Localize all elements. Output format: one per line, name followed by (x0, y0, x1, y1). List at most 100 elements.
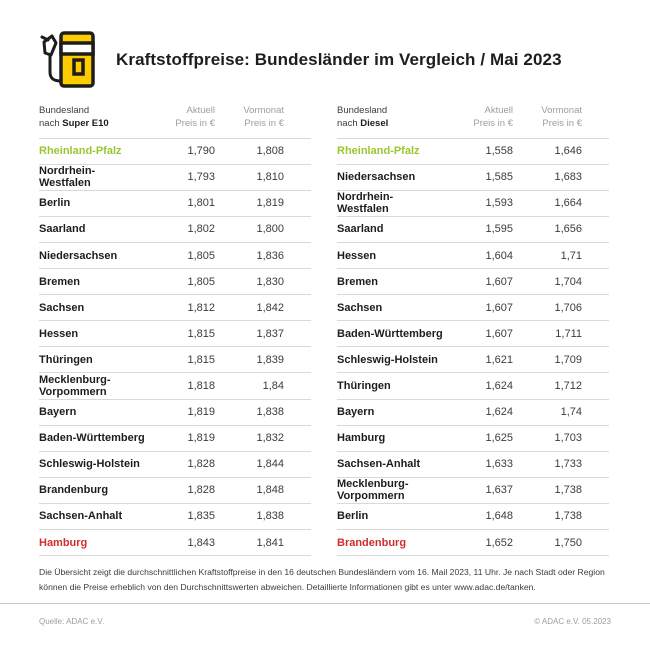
column-header-aktuell: Aktuell Preis in € (175, 105, 215, 129)
state-name: Hessen (337, 249, 377, 262)
previous-price: 1,830 (256, 275, 284, 288)
current-price: 1,593 (485, 197, 513, 210)
previous-price: 1,709 (554, 353, 582, 366)
current-price: 1,805 (187, 249, 215, 262)
column-header-line2-prefix: nach (39, 117, 63, 129)
previous-price: 1,848 (256, 484, 284, 497)
current-price: 1,828 (187, 458, 215, 471)
previous-price: 1,738 (554, 484, 582, 497)
current-price: 1,624 (485, 380, 513, 393)
state-name: Schleswig-Holstein (39, 458, 140, 471)
state-name: Hamburg (337, 432, 386, 445)
previous-price: 1,646 (554, 145, 582, 158)
previous-price: 1,838 (256, 406, 284, 419)
table-row: Saarland 1,802 1,800 (39, 217, 311, 243)
current-price: 1,625 (485, 432, 513, 445)
table-row: Hessen 1,815 1,837 (39, 321, 311, 348)
current-price: 1,558 (485, 145, 513, 158)
state-name: Hessen (39, 327, 79, 340)
previous-price: 1,808 (256, 145, 284, 158)
state-name: Saarland (39, 223, 86, 236)
table-row: Hamburg 1,843 1,841 (39, 530, 311, 557)
current-price: 1,607 (485, 301, 513, 314)
previous-price: 1,74 (560, 406, 582, 419)
table-row: Brandenburg 1,828 1,848 (39, 478, 311, 504)
table-row: Bremen 1,607 1,704 (337, 269, 609, 296)
column-header-bundesland: Bundesland nach Diesel (337, 105, 444, 131)
previous-price: 1,842 (256, 301, 284, 314)
state-name: Berlin (39, 197, 71, 210)
tables-container: Bundesland nach Super E10 Aktuell Preis … (0, 105, 650, 557)
table-row: Rheinland-Pfalz 1,558 1,646 (337, 139, 609, 165)
copyright-label: © ADAC e.V. 05.2023 (534, 616, 611, 626)
current-price: 1,607 (485, 327, 513, 340)
state-name: Schleswig-Holstein (337, 353, 438, 366)
previous-price: 1,838 (256, 510, 284, 523)
page-title: Kraftstoffpreise: Bundesländer im Vergle… (116, 50, 562, 69)
state-name: Sachsen (39, 301, 85, 314)
current-price: 1,585 (485, 171, 513, 184)
state-name: Baden-Württemberg (337, 327, 443, 340)
state-name: Niedersachsen (337, 171, 416, 184)
column-header-bundesland: Bundesland nach Super E10 (39, 105, 146, 131)
footnote-text: Die Übersicht zeigt die durchschnittlich… (39, 567, 605, 592)
table-row: Bayern 1,624 1,74 (337, 400, 609, 426)
previous-price: 1,800 (256, 223, 284, 236)
previous-price: 1,844 (256, 458, 284, 471)
column-header-vormonat: Vormonat Preis in € (243, 105, 284, 129)
previous-price: 1,841 (256, 536, 284, 549)
table-row: Hessen 1,604 1,71 (337, 243, 609, 270)
table-row: Bremen 1,805 1,830 (39, 269, 311, 296)
state-name: Brandenburg (39, 484, 109, 497)
state-name: Hamburg (39, 536, 88, 549)
table-row: Niedersachsen 1,585 1,683 (337, 165, 609, 191)
previous-price: 1,819 (256, 197, 284, 210)
table-row: Sachsen 1,812 1,842 (39, 295, 311, 322)
previous-price: 1,683 (554, 171, 582, 184)
previous-price: 1,750 (554, 536, 582, 549)
table-row: Schleswig-Holstein 1,621 1,709 (337, 347, 609, 374)
footer-divider (0, 602, 650, 604)
column-header-vormonat: Vormonat Preis in € (541, 105, 582, 129)
current-price: 1,805 (187, 275, 215, 288)
state-name: Nordrhein-Westfalen (337, 191, 394, 216)
table-row: Brandenburg 1,652 1,750 (337, 530, 609, 557)
current-price: 1,633 (485, 458, 513, 471)
previous-price: 1,837 (256, 327, 284, 340)
previous-price: 1,706 (554, 301, 582, 314)
current-price: 1,801 (187, 197, 215, 210)
table-row: Berlin 1,801 1,819 (39, 191, 311, 217)
previous-price: 1,704 (554, 275, 582, 288)
state-name: Brandenburg (337, 536, 407, 549)
state-name: Sachsen (337, 301, 383, 314)
state-name: Bayern (39, 406, 77, 419)
previous-price: 1,84 (262, 380, 284, 393)
previous-price: 1,71 (560, 249, 582, 262)
current-price: 1,607 (485, 275, 513, 288)
state-name: Niedersachsen (39, 249, 118, 262)
header: Kraftstoffpreise: Bundesländer im Vergle… (0, 0, 650, 92)
previous-price: 1,711 (555, 327, 582, 340)
current-price: 1,815 (187, 353, 215, 366)
price-table-super-e10: Bundesland nach Super E10 Aktuell Preis … (39, 105, 311, 557)
table-row: Baden-Württemberg 1,607 1,711 (337, 321, 609, 348)
current-price: 1,819 (187, 406, 215, 419)
current-price: 1,812 (187, 301, 215, 314)
previous-price: 1,836 (256, 249, 284, 262)
current-price: 1,819 (187, 432, 215, 445)
state-name: Thüringen (337, 380, 391, 393)
fuel-pump-icon (40, 31, 95, 88)
state-name: Mecklenburg-Vorpommern (337, 478, 409, 503)
state-name: Baden-Württemberg (39, 432, 145, 445)
current-price: 1,815 (187, 327, 215, 340)
current-price: 1,652 (485, 536, 513, 549)
price-table-diesel: Bundesland nach Diesel Aktuell Preis in … (337, 105, 609, 557)
previous-price: 1,733 (554, 458, 582, 471)
previous-price: 1,656 (554, 223, 582, 236)
table-row: Baden-Württemberg 1,819 1,832 (39, 426, 311, 452)
table-row: Mecklenburg-Vorpommern 1,818 1,84 (39, 373, 311, 400)
source-label: Quelle: ADAC e.V. (39, 616, 105, 626)
state-name: Bremen (337, 275, 378, 288)
column-header-aktuell: Aktuell Preis in € (473, 105, 513, 129)
state-name: Bayern (337, 406, 375, 419)
